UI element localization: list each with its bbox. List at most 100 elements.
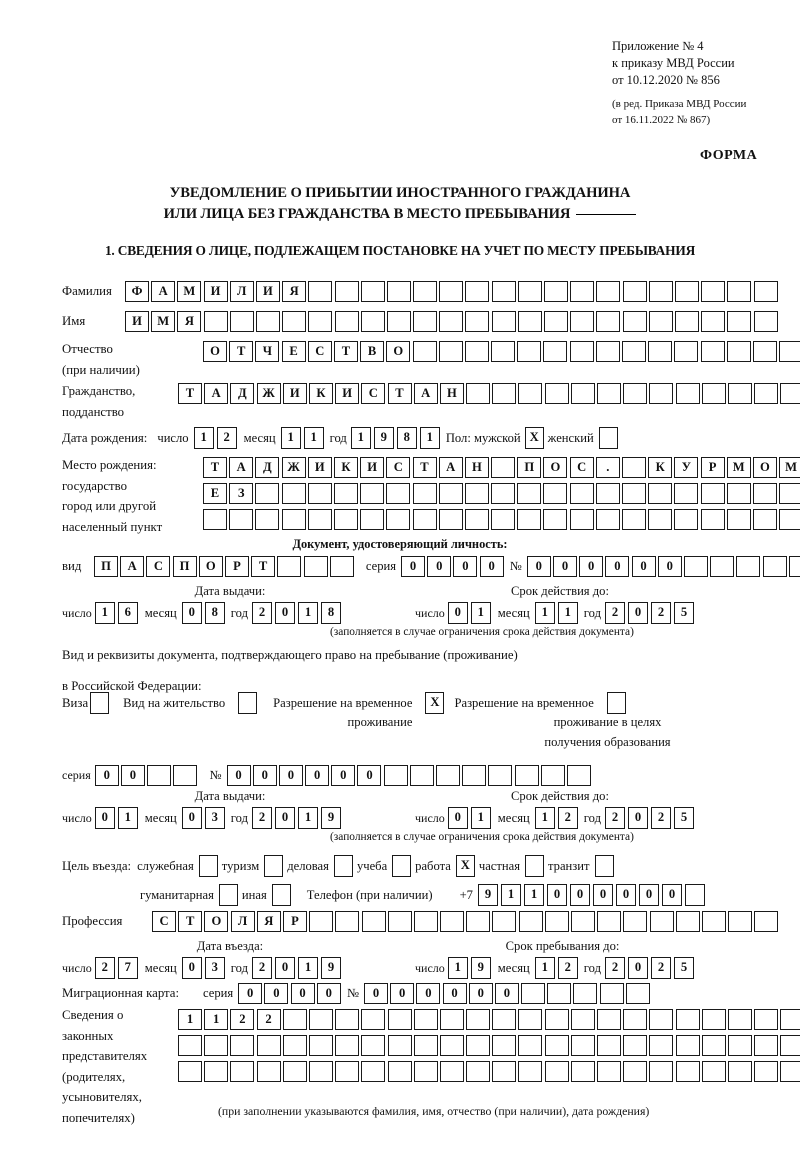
char-cell[interactable]: И	[282, 383, 307, 404]
char-cell[interactable]: 1	[470, 807, 491, 829]
char-cell[interactable]	[623, 383, 648, 404]
char-cell[interactable]: К	[333, 457, 358, 478]
char-cell[interactable]	[466, 911, 491, 932]
char-cell[interactable]	[462, 765, 487, 786]
char-cell[interactable]	[597, 911, 622, 932]
char-cell[interactable]	[492, 1061, 517, 1082]
char-cell[interactable]	[518, 1035, 543, 1056]
char-cell[interactable]: С	[386, 457, 411, 478]
char-cell[interactable]	[788, 556, 800, 577]
char-cell[interactable]	[256, 1061, 281, 1082]
char-cell[interactable]: О	[386, 341, 411, 362]
char-cell[interactable]: М	[726, 457, 751, 478]
char-cell[interactable]: 2	[650, 807, 671, 829]
char-cell[interactable]	[649, 1061, 674, 1082]
char-cell[interactable]: 0	[238, 983, 263, 1004]
char-cell[interactable]: Н	[439, 383, 464, 404]
char-cell[interactable]	[779, 509, 800, 530]
char-cell[interactable]	[727, 281, 752, 302]
char-cell[interactable]	[517, 341, 542, 362]
char-cell[interactable]	[361, 1009, 386, 1030]
char-cell[interactable]	[727, 1035, 752, 1056]
char-cell[interactable]	[518, 911, 543, 932]
char-cell[interactable]: Е	[203, 483, 227, 504]
char-cell[interactable]	[622, 509, 646, 530]
char-cell[interactable]	[780, 1009, 800, 1030]
purpose-option-checkbox[interactable]	[271, 884, 291, 906]
char-cell[interactable]: 8	[204, 602, 225, 624]
char-cell[interactable]: 0	[546, 884, 567, 906]
char-cell[interactable]: О	[543, 457, 568, 478]
char-cell[interactable]	[648, 281, 673, 302]
char-cell[interactable]	[727, 383, 752, 404]
char-cell[interactable]	[675, 1035, 700, 1056]
char-cell[interactable]	[178, 1035, 202, 1056]
char-cell[interactable]: Л	[229, 281, 254, 302]
purpose-option-checkbox[interactable]	[594, 855, 614, 877]
char-cell[interactable]	[597, 1009, 621, 1030]
sex-female-checkbox[interactable]	[598, 427, 618, 449]
char-cell[interactable]	[573, 983, 598, 1004]
char-cell[interactable]: М	[177, 281, 202, 302]
char-cell[interactable]	[413, 1009, 438, 1030]
char-cell[interactable]: С	[307, 341, 332, 362]
char-cell[interactable]: Л	[230, 911, 255, 932]
char-cell[interactable]	[438, 483, 463, 504]
char-cell[interactable]	[518, 1009, 543, 1030]
char-cell[interactable]: 8	[396, 427, 417, 449]
char-cell[interactable]	[308, 1061, 333, 1082]
char-cell[interactable]	[491, 311, 516, 332]
char-cell[interactable]	[622, 281, 647, 302]
char-cell[interactable]	[622, 483, 646, 504]
char-cell[interactable]: 1	[350, 427, 371, 449]
char-cell[interactable]: 1	[117, 807, 138, 829]
birthplace-row3-cells[interactable]	[203, 509, 800, 530]
char-cell[interactable]: 0	[274, 807, 295, 829]
char-cell[interactable]: 0	[468, 983, 493, 1004]
char-cell[interactable]	[544, 911, 569, 932]
char-cell[interactable]	[308, 311, 333, 332]
char-cell[interactable]: 0	[615, 884, 636, 906]
char-cell[interactable]	[255, 311, 280, 332]
char-cell[interactable]	[360, 281, 385, 302]
char-cell[interactable]	[623, 1035, 648, 1056]
char-cell[interactable]	[466, 1061, 491, 1082]
char-cell[interactable]	[173, 765, 198, 786]
char-cell[interactable]	[597, 1035, 621, 1056]
char-cell[interactable]	[282, 1061, 307, 1082]
char-cell[interactable]	[754, 1009, 779, 1030]
char-cell[interactable]: К	[308, 383, 333, 404]
char-cell[interactable]	[466, 1035, 491, 1056]
char-cell[interactable]: К	[648, 457, 673, 478]
char-cell[interactable]	[303, 556, 328, 577]
char-cell[interactable]: 5	[673, 957, 694, 979]
char-cell[interactable]	[623, 1009, 648, 1030]
char-cell[interactable]: А	[413, 383, 438, 404]
char-cell[interactable]	[360, 509, 385, 530]
char-cell[interactable]	[675, 911, 700, 932]
char-cell[interactable]: Т	[412, 457, 437, 478]
char-cell[interactable]: Т	[229, 341, 254, 362]
char-cell[interactable]: 1	[534, 807, 555, 829]
char-cell[interactable]	[597, 383, 621, 404]
char-cell[interactable]	[595, 509, 620, 530]
char-cell[interactable]: 0	[627, 602, 648, 624]
char-cell[interactable]: 0	[226, 765, 251, 786]
char-cell[interactable]	[464, 483, 489, 504]
char-cell[interactable]: 9	[470, 957, 491, 979]
char-cell[interactable]	[204, 1061, 229, 1082]
char-cell[interactable]: Т	[203, 457, 227, 478]
char-cell[interactable]	[308, 281, 333, 302]
char-cell[interactable]: А	[438, 457, 463, 478]
char-cell[interactable]: 1	[523, 884, 544, 906]
char-cell[interactable]	[569, 483, 594, 504]
